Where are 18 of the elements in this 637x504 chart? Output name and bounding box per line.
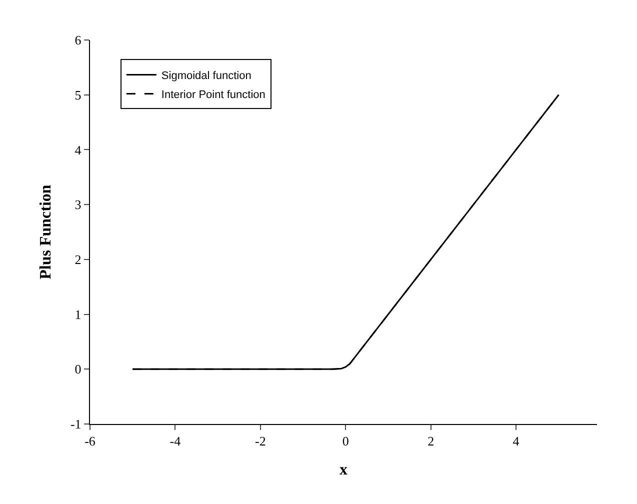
legend-label: Sigmoidal function (161, 70, 252, 82)
y-tick-label: -1 (70, 416, 82, 432)
legend-label: Interior Point function (161, 88, 266, 101)
y-tick-label: 4 (74, 142, 82, 158)
x-tick-label: 0 (342, 434, 349, 449)
y-tick-label: 2 (74, 252, 82, 267)
x-axis-title: x (340, 461, 348, 478)
y-tick-label: 5 (74, 87, 82, 102)
y-tick-label: 1 (74, 306, 82, 322)
y-axis-title: Plus Function (37, 184, 54, 280)
y-tick-label: 3 (74, 197, 82, 212)
y-tick-label: 6 (74, 32, 82, 48)
x-tick-label: -4 (170, 434, 182, 449)
x-tick-label: 4 (512, 434, 520, 449)
y-tick-label: 0 (74, 362, 82, 377)
x-tick-label: 2 (428, 434, 434, 449)
x-tick-label: -2 (255, 434, 266, 449)
x-tick-label: -6 (84, 434, 96, 449)
